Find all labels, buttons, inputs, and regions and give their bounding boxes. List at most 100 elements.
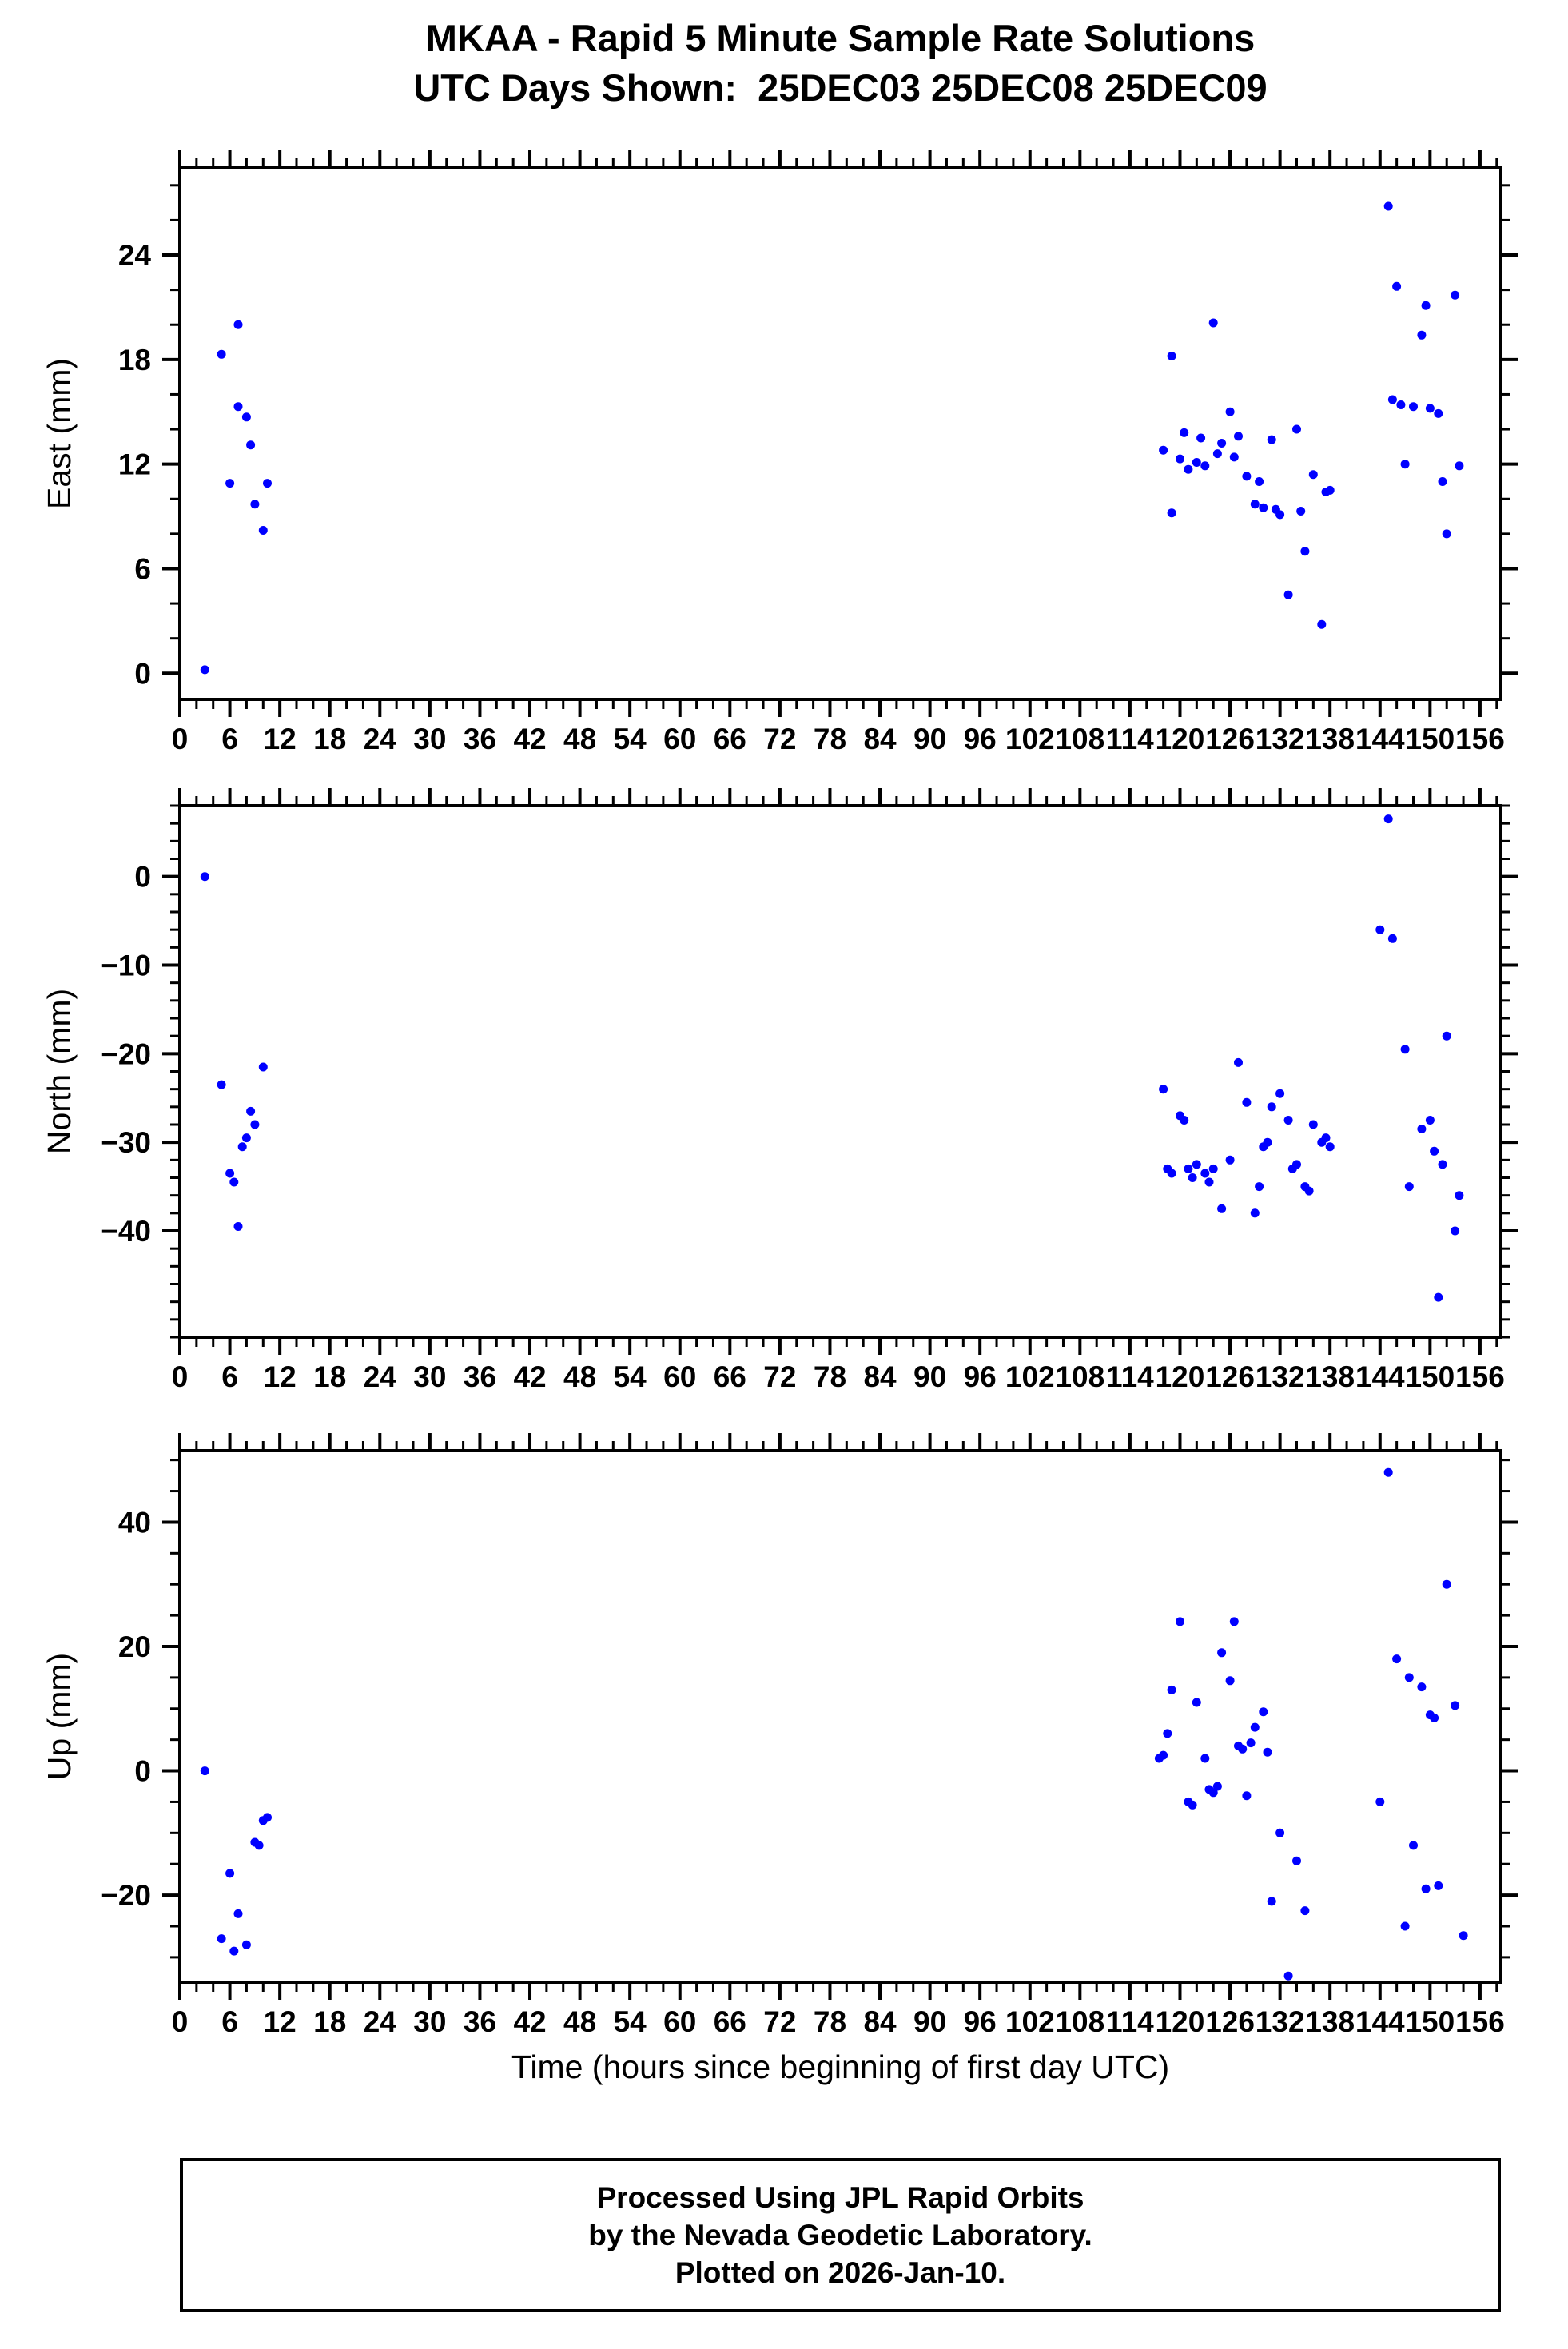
y-tick-label: −30 bbox=[101, 1126, 151, 1159]
data-point bbox=[229, 1946, 239, 1956]
data-point bbox=[1234, 432, 1243, 441]
data-point bbox=[263, 479, 272, 488]
x-tick-label: 132 bbox=[1256, 2005, 1305, 2038]
data-point bbox=[1325, 485, 1335, 495]
data-point bbox=[1417, 1682, 1427, 1692]
data-point bbox=[1163, 1729, 1172, 1738]
x-tick-label: 54 bbox=[614, 723, 647, 755]
data-point bbox=[1275, 1828, 1285, 1837]
x-tick-label: 18 bbox=[313, 723, 346, 755]
x-tick-label: 90 bbox=[913, 723, 946, 755]
data-point bbox=[241, 412, 251, 422]
data-point bbox=[1392, 281, 1402, 291]
data-point bbox=[1217, 1204, 1227, 1213]
data-point bbox=[1421, 1884, 1431, 1893]
data-point bbox=[1200, 461, 1210, 471]
x-tick-label: 54 bbox=[614, 2005, 647, 2038]
data-point bbox=[1267, 1102, 1276, 1112]
data-point bbox=[1192, 458, 1201, 467]
data-point bbox=[1225, 1676, 1235, 1686]
data-point bbox=[1430, 1146, 1439, 1156]
data-point bbox=[1409, 402, 1418, 412]
data-point bbox=[1325, 1142, 1335, 1152]
data-point bbox=[225, 1869, 235, 1878]
chart-subtitle: UTC Days Shown: 25DEC03 25DEC08 25DEC09 bbox=[413, 66, 1268, 109]
data-point bbox=[241, 1133, 251, 1143]
data-point bbox=[1250, 1208, 1260, 1218]
data-point bbox=[1255, 1182, 1264, 1192]
data-point bbox=[1438, 477, 1447, 486]
data-point bbox=[1217, 439, 1227, 448]
data-point bbox=[1229, 1617, 1239, 1626]
data-point bbox=[1283, 590, 1293, 599]
y-tick-label: 0 bbox=[134, 1755, 151, 1788]
data-point bbox=[1159, 445, 1168, 455]
x-tick-label: 114 bbox=[1106, 723, 1154, 755]
data-point bbox=[1242, 472, 1252, 481]
data-point bbox=[1259, 1707, 1268, 1717]
data-point bbox=[1387, 934, 1397, 943]
data-point bbox=[1208, 318, 1218, 328]
data-point bbox=[1263, 1747, 1272, 1757]
x-tick-label: 36 bbox=[464, 2005, 496, 2038]
x-tick-label: 60 bbox=[663, 723, 696, 755]
y-tick-label: −20 bbox=[101, 1037, 151, 1070]
data-point bbox=[1188, 1173, 1197, 1182]
data-point bbox=[1275, 510, 1285, 520]
data-point bbox=[1296, 507, 1306, 516]
x-tick-label: 48 bbox=[563, 1360, 596, 1393]
data-point bbox=[1180, 1116, 1189, 1125]
data-point bbox=[1396, 400, 1406, 409]
data-point bbox=[1292, 424, 1301, 434]
data-point bbox=[1225, 407, 1235, 416]
x-tick-label: 72 bbox=[763, 1360, 796, 1393]
data-point bbox=[1434, 1881, 1443, 1890]
footer-line-3: Plotted on 2026-Jan-10. bbox=[675, 2256, 1006, 2289]
data-point bbox=[1308, 1120, 1318, 1129]
data-point bbox=[237, 1142, 247, 1152]
data-point bbox=[1192, 1160, 1201, 1169]
up-chart: 0 6 12 18 24 30 36 42 48 54 60 66 72 78 84 90 96 102 108 11… bbox=[41, 1433, 1518, 2085]
x-tick-label: 42 bbox=[513, 723, 546, 755]
data-point bbox=[1283, 1971, 1293, 1981]
data-point bbox=[1459, 1931, 1468, 1941]
data-point bbox=[1212, 1782, 1222, 1791]
x-tick-label: 150 bbox=[1405, 2005, 1455, 2038]
data-point bbox=[1200, 1754, 1210, 1763]
x-tick-label: 18 bbox=[313, 2005, 346, 2038]
x-tick-label: 78 bbox=[814, 723, 846, 755]
x-tick-label: 102 bbox=[1005, 723, 1055, 755]
data-point bbox=[1159, 1085, 1168, 1094]
data-point bbox=[1387, 395, 1397, 404]
data-point bbox=[1300, 1906, 1310, 1916]
north-chart: 0 6 12 18 24 30 36 42 48 54 60 66 72 78 84 90 96 102 108 11… bbox=[41, 788, 1518, 1393]
x-tick-label: 120 bbox=[1156, 1360, 1205, 1393]
data-point bbox=[241, 1940, 251, 1949]
data-point bbox=[1267, 1897, 1276, 1906]
x-tick-label: 84 bbox=[863, 2005, 897, 2038]
data-point bbox=[217, 349, 226, 359]
x-tick-label: 144 bbox=[1355, 2005, 1405, 2038]
data-point bbox=[1304, 1186, 1314, 1196]
data-point bbox=[1275, 1089, 1285, 1098]
plot-border bbox=[178, 166, 1502, 701]
data-point bbox=[1208, 1164, 1218, 1173]
data-point bbox=[258, 1062, 268, 1072]
x-tick-label: 102 bbox=[1005, 1360, 1055, 1393]
x-tick-label: 6 bbox=[221, 1360, 238, 1393]
data-point bbox=[1455, 1191, 1464, 1200]
x-tick-label: 78 bbox=[814, 2005, 846, 2038]
data-point bbox=[200, 665, 209, 675]
x-tick-label: 156 bbox=[1455, 723, 1505, 755]
data-point bbox=[263, 1813, 272, 1822]
data-point bbox=[1417, 1125, 1427, 1133]
x-tick-label: 6 bbox=[221, 2005, 238, 2038]
x-tick-label: 54 bbox=[614, 1360, 647, 1393]
data-point bbox=[233, 320, 243, 329]
data-point bbox=[1234, 1057, 1243, 1067]
data-point bbox=[217, 1080, 226, 1089]
data-point bbox=[1404, 1673, 1414, 1682]
x-tick-label: 42 bbox=[513, 2005, 546, 2038]
data-point bbox=[1176, 1617, 1184, 1626]
data-point bbox=[1434, 1292, 1443, 1302]
